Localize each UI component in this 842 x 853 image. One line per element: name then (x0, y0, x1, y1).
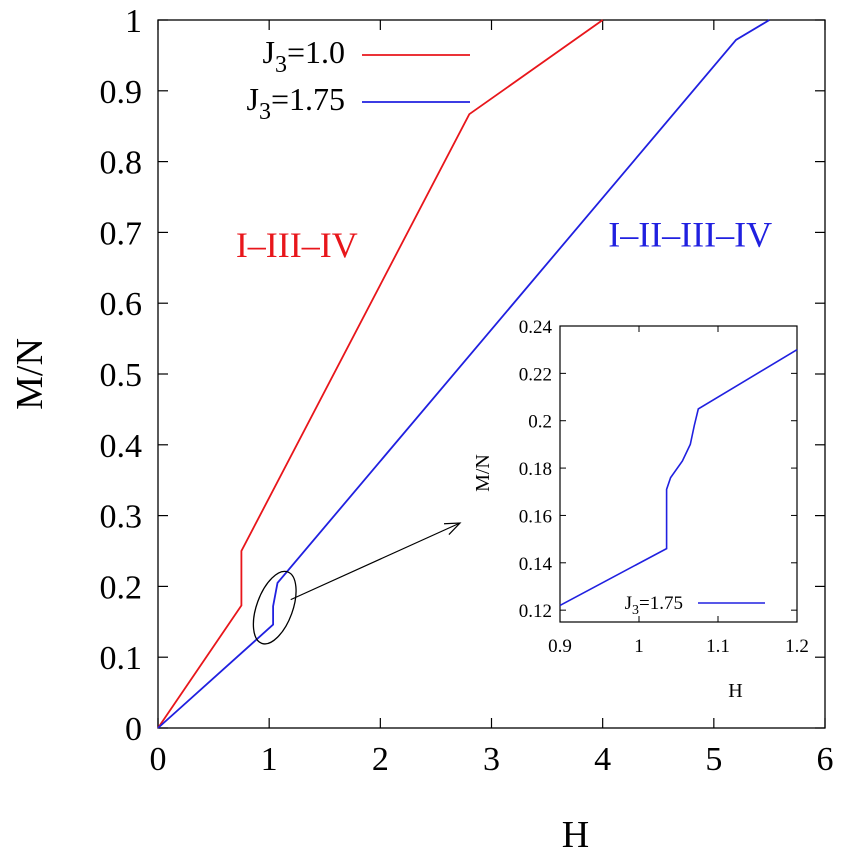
inset-x-tick-label: 1 (634, 636, 644, 657)
y-tick-label: 0.5 (100, 357, 143, 394)
inset-frame (559, 325, 798, 623)
inset-y-tick-label: 0.2 (528, 412, 552, 433)
highlight-ellipse (252, 570, 297, 645)
x-tick-label: 4 (594, 741, 611, 778)
y-tick-label: 0.6 (100, 286, 143, 323)
inset-x-tick-label: 0.9 (548, 636, 572, 657)
zoom-arrow (290, 522, 461, 601)
x-tick-label: 2 (372, 741, 389, 778)
y-tick-label: 1 (125, 3, 142, 40)
x-tick-label: 3 (483, 741, 500, 778)
inset-y-tick-label: 0.12 (519, 601, 552, 622)
inset-y-tick-label: 0.16 (519, 506, 552, 527)
inset-y-tick-label: 0.18 (519, 459, 552, 480)
y-tick-label: 0 (125, 711, 142, 748)
legend-label: J3=1.0 (263, 34, 346, 78)
y-tick-label: 0.3 (100, 499, 143, 536)
inset-y-axis-label: M/N (472, 454, 494, 492)
x-axis-label: H (562, 814, 589, 853)
inset-x-axis-label: H (728, 680, 742, 702)
inset-y-tick-label: 0.24 (519, 317, 553, 338)
inset-legend-label: J3=1.75 (625, 593, 683, 618)
series-line-j3-1-75 (157, 19, 770, 729)
inset-y-tick-label: 0.22 (519, 364, 552, 385)
y-tick-label: 0.8 (100, 145, 143, 182)
series-line-j3-1-0 (157, 19, 604, 729)
y-tick-label: 0.7 (100, 215, 143, 252)
y-tick-label: 0.2 (100, 569, 143, 606)
x-tick-label: 0 (150, 741, 167, 778)
y-tick-label: 0.4 (100, 428, 143, 465)
zoom-arrow-head (443, 522, 462, 535)
x-tick-label: 5 (705, 741, 722, 778)
legend-label: J3=1.75 (247, 81, 346, 125)
inset-x-tick-label: 1.1 (706, 636, 730, 657)
x-tick-label: 6 (817, 741, 834, 778)
y-axis-label: M/N (9, 338, 51, 410)
inset-y-tick-label: 0.14 (519, 554, 553, 575)
phase-annotation: I–II–III–IV (608, 215, 772, 255)
phase-annotation: I–III–IV (236, 225, 358, 265)
inset-x-tick-label: 1.2 (785, 636, 809, 657)
x-tick-label: 1 (261, 741, 278, 778)
y-tick-label: 0.1 (100, 640, 143, 677)
inset-series-line (559, 349, 798, 607)
y-tick-label: 0.9 (100, 74, 143, 111)
